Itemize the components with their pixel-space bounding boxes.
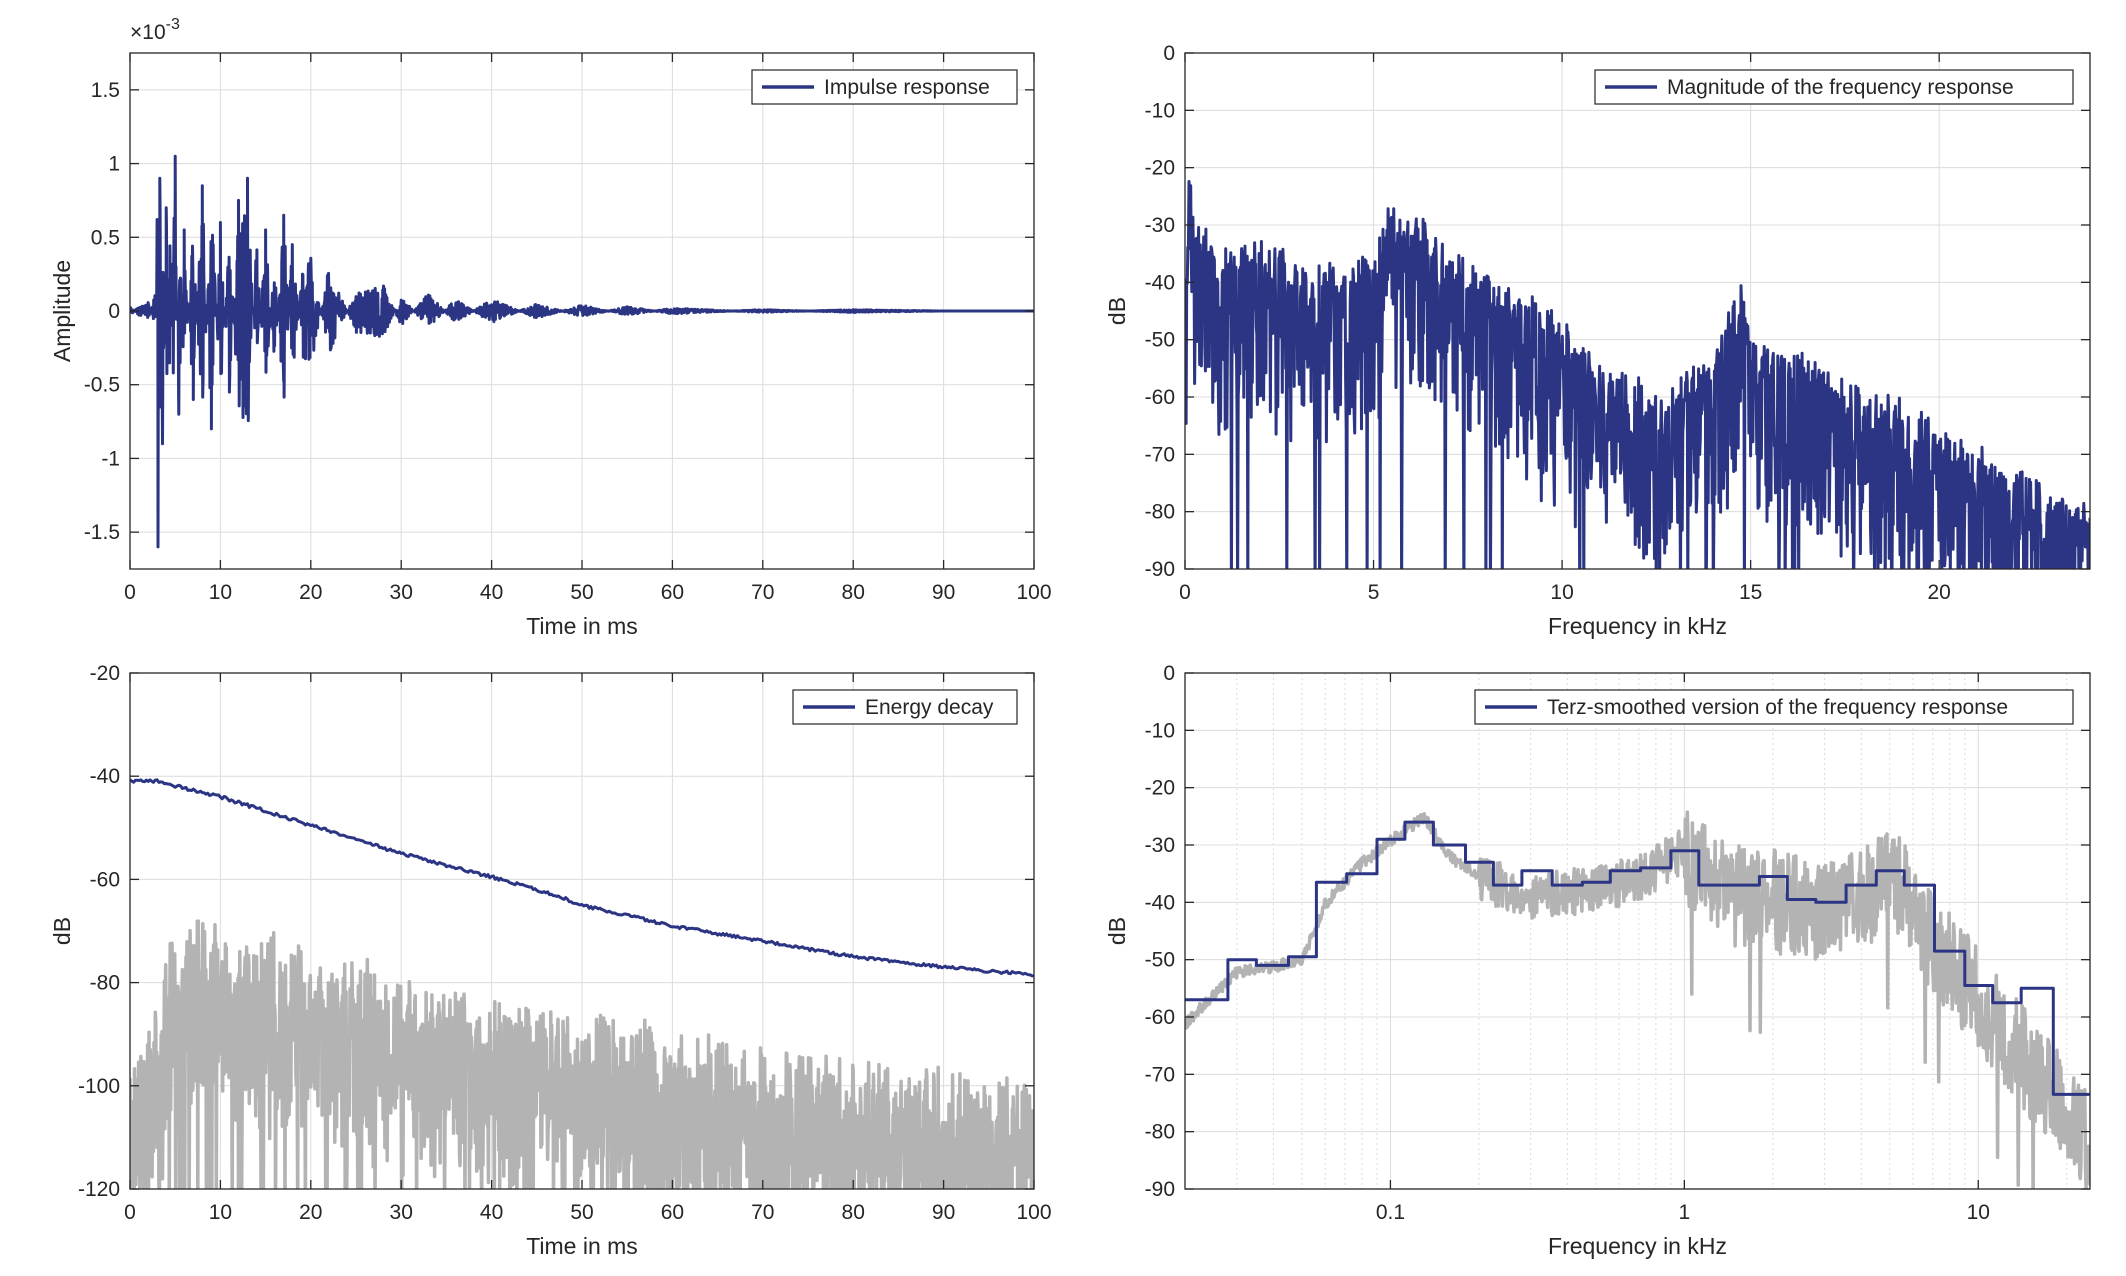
y-tick-label: -0.5 [84, 374, 120, 397]
x-axis-label: Frequency in kHz [1548, 1233, 1727, 1259]
axes-box [1184, 52, 2091, 570]
x-tick-label: 15 [1739, 581, 1762, 604]
chart-4: 0.1 1 10 0 -10 -20 -30 -40 -50 -60 -70 -80 -90 Freque… [1104, 662, 2091, 1259]
y-tick-label: -60 [90, 868, 120, 891]
y-tick-label: -80 [1145, 501, 1175, 524]
legend: Energy decay [792, 689, 1018, 725]
series-group [130, 778, 1034, 1189]
y-tick-label: -10 [1145, 99, 1175, 122]
y-axis-label: dB [1104, 917, 1130, 945]
x-tick-label: 50 [570, 581, 593, 604]
x-tick-label: 0 [124, 581, 136, 604]
x-tick-label: 30 [390, 1201, 413, 1224]
y-tick-label: -80 [90, 972, 120, 995]
series-group [130, 154, 1034, 549]
x-tick-label: 40 [480, 581, 503, 604]
axes-box [1184, 672, 2091, 1190]
x-tick-label: 20 [299, 581, 322, 604]
x-axis-label: Time in ms [526, 613, 638, 639]
series-line [1185, 820, 2090, 1096]
legend-box [1474, 689, 2074, 725]
y-tick-label: -20 [1145, 157, 1175, 180]
series-group [1185, 180, 2090, 569]
series-line [130, 778, 1034, 978]
x-tick-label: 100 [1016, 1201, 1051, 1224]
x-tick-label: 60 [661, 1201, 684, 1224]
x-tick-label: 80 [842, 581, 865, 604]
y-tick-label: -30 [1145, 214, 1175, 237]
y-tick-label: 1 [108, 153, 120, 176]
x-tick-label: 10 [1550, 581, 1573, 604]
y-axis-label: Amplitude [49, 260, 75, 362]
series-group [1185, 810, 2090, 1189]
x-tick-label: 0.1 [1376, 1201, 1405, 1224]
x-tick-label: 80 [842, 1201, 865, 1224]
y-tick-label: 0.5 [91, 226, 120, 249]
legend-label: Impulse response [824, 76, 990, 99]
legend-label: Magnitude of the frequency response [1667, 76, 2014, 99]
x-tick-label: 60 [661, 581, 684, 604]
y-tick-label: -40 [1145, 271, 1175, 294]
x-tick-label: 10 [209, 1201, 232, 1224]
x-tick-label: 70 [751, 1201, 774, 1224]
y-tick-label: -40 [1145, 891, 1175, 914]
raw-response-line [130, 919, 1034, 1189]
y-tick-label: -90 [1145, 558, 1175, 581]
x-tick-label: 10 [1967, 1201, 1990, 1224]
y-tick-label: -120 [78, 1178, 120, 1201]
y-tick-label: -70 [1145, 443, 1175, 466]
x-tick-label: 10 [209, 581, 232, 604]
x-tick-label: 40 [480, 1201, 503, 1224]
legend: Magnitude of the frequency response [1594, 69, 2074, 105]
y-tick-label: -50 [1145, 949, 1175, 972]
legend-box [1594, 69, 2074, 105]
y-tick-label: -20 [90, 662, 120, 685]
x-tick-label: 5 [1368, 581, 1380, 604]
y-tick-label: 0 [108, 300, 120, 323]
legend: Impulse response [751, 69, 1018, 105]
series-line [130, 154, 1034, 549]
y-tick-label: -1 [101, 447, 120, 470]
chart-3: 0 10 20 30 40 50 60 70 80 90 100 -20 -40 -60 -80 -100 -1… [49, 662, 1052, 1259]
x-tick-label: 0 [1179, 581, 1191, 604]
y-tick-label: -60 [1145, 386, 1175, 409]
series-line [1185, 180, 2090, 569]
x-tick-label: 30 [390, 581, 413, 604]
y-tick-label: -20 [1145, 777, 1175, 800]
y-tick-label: -100 [78, 1075, 120, 1098]
legend-label: Terz-smoothed version of the frequency r… [1547, 696, 2008, 719]
y-tick-label: -40 [90, 765, 120, 788]
y-exponent-label: ×10-3 [130, 16, 180, 44]
x-axis-label: Time in ms [526, 1233, 638, 1259]
raw-response-line [1185, 810, 2090, 1189]
chart-1: 0 10 20 30 40 50 60 70 80 90 100 -1.5 -1 -0.5 0 0.5 1 1.5… [49, 16, 1052, 639]
y-tick-label: -1.5 [84, 521, 120, 544]
x-tick-label: 50 [570, 1201, 593, 1224]
y-tick-label: -30 [1145, 834, 1175, 857]
y-tick-label: -90 [1145, 1178, 1175, 1201]
x-tick-label: 20 [1927, 581, 1950, 604]
y-axis-label: dB [1104, 297, 1130, 325]
y-tick-label: -70 [1145, 1063, 1175, 1086]
x-tick-label: 70 [751, 581, 774, 604]
x-tick-label: 100 [1016, 581, 1051, 604]
x-tick-label: 20 [299, 1201, 322, 1224]
x-tick-label: 1 [1678, 1201, 1690, 1224]
y-tick-label: -60 [1145, 1006, 1175, 1029]
y-tick-label: 0 [1163, 42, 1175, 65]
y-tick-label: -50 [1145, 329, 1175, 352]
y-tick-label: -80 [1145, 1121, 1175, 1144]
x-tick-label: 90 [932, 1201, 955, 1224]
x-axis-label: Frequency in kHz [1548, 613, 1727, 639]
y-tick-label: -10 [1145, 719, 1175, 742]
legend: Terz-smoothed version of the frequency r… [1474, 689, 2074, 725]
x-tick-label: 90 [932, 581, 955, 604]
y-tick-label: 1.5 [91, 79, 120, 102]
y-axis-label: dB [49, 917, 75, 945]
legend-label: Energy decay [865, 696, 994, 719]
y-tick-label: 0 [1163, 662, 1175, 685]
x-tick-label: 0 [124, 1201, 136, 1224]
chart-2: 0 5 10 15 20 0 -10 -20 -30 -40 -50 -60 -70 -80 -90 Freq… [1104, 42, 2091, 639]
